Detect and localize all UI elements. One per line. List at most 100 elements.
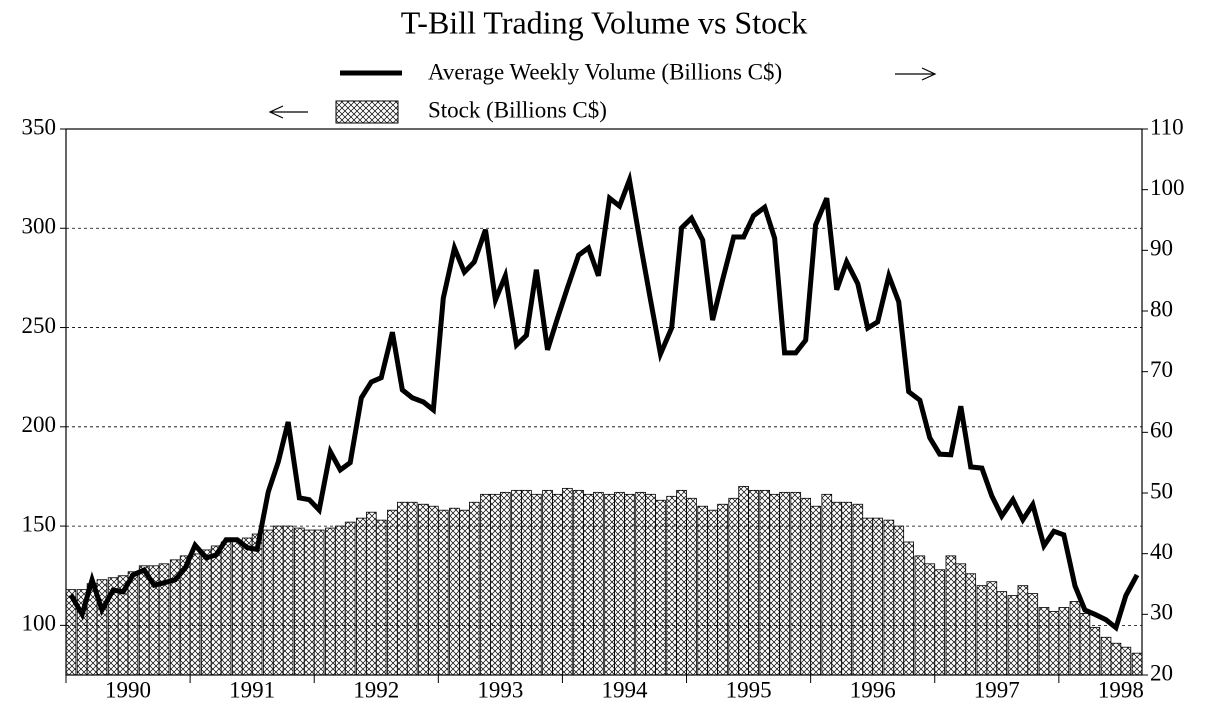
bar xyxy=(965,573,977,676)
bar xyxy=(614,491,625,676)
bar xyxy=(872,517,883,676)
chart-title: T-Bill Trading Volume vs Stock xyxy=(401,4,808,40)
legend: Average Weekly Volume (Billions C$) Stoc… xyxy=(268,59,937,124)
bar xyxy=(573,489,584,676)
bar xyxy=(583,493,594,676)
bar xyxy=(728,497,740,676)
x-tick-label: 1991 xyxy=(229,677,275,702)
line xyxy=(68,170,1140,632)
y-tick-label: 350 xyxy=(22,114,57,139)
right-arrow xyxy=(895,67,937,81)
bar xyxy=(666,495,677,676)
bar xyxy=(449,507,460,676)
bar xyxy=(387,509,398,676)
bar xyxy=(986,581,998,676)
y-tick-label: 300 xyxy=(22,214,57,239)
bar xyxy=(334,525,346,676)
bar xyxy=(262,529,274,676)
plot-frame xyxy=(65,128,1143,676)
bar xyxy=(862,517,874,676)
y2-tick-label: 50 xyxy=(1150,478,1173,503)
bar xyxy=(593,491,604,676)
bar xyxy=(1038,607,1050,676)
bar xyxy=(397,501,408,676)
bar xyxy=(303,529,315,676)
bar xyxy=(138,565,150,676)
bar xyxy=(468,501,480,676)
bar xyxy=(604,493,615,676)
y2-tick-label: 20 xyxy=(1150,660,1173,685)
bar xyxy=(562,487,573,676)
y2-tick-label: 90 xyxy=(1150,236,1173,261)
bar xyxy=(282,525,294,676)
bar xyxy=(1110,642,1122,676)
bar xyxy=(294,527,305,676)
bar xyxy=(883,519,895,676)
x-tick-label: 1994 xyxy=(601,677,648,702)
bar xyxy=(934,569,946,676)
bar xyxy=(406,501,418,676)
y2-tick-label: 100 xyxy=(1150,175,1185,200)
bar xyxy=(325,527,336,676)
bar xyxy=(356,517,367,676)
bar xyxy=(738,485,749,676)
bar xyxy=(189,553,201,676)
bar xyxy=(1048,611,1060,676)
bar xyxy=(127,571,139,676)
bar xyxy=(852,503,864,676)
bar xyxy=(1007,595,1019,676)
bar xyxy=(645,493,656,676)
legend-bar-swatch xyxy=(335,100,399,124)
y2-tick-label: 80 xyxy=(1150,296,1173,321)
bar xyxy=(924,563,936,676)
bar xyxy=(914,555,926,676)
bar xyxy=(459,509,470,676)
bar xyxy=(697,505,708,676)
bar xyxy=(1120,646,1132,676)
bar xyxy=(996,591,1008,676)
x-tick-label: 1996 xyxy=(850,677,896,702)
bar xyxy=(624,493,635,676)
bar xyxy=(945,555,957,676)
bar xyxy=(500,491,511,676)
y-tick-label: 200 xyxy=(22,412,57,437)
bar xyxy=(210,545,222,676)
y2-tick-label: 60 xyxy=(1150,418,1173,443)
y2-tick-label: 30 xyxy=(1150,600,1173,625)
plot xyxy=(65,170,1143,676)
bar xyxy=(251,533,263,676)
bar xyxy=(800,497,811,676)
bar xyxy=(686,497,697,676)
y-tick-label: 250 xyxy=(22,313,57,338)
bar xyxy=(769,493,780,676)
y2-tick-label: 70 xyxy=(1150,357,1173,382)
left-arrow xyxy=(268,105,308,119)
bar xyxy=(831,501,843,676)
x-tick-label: 1995 xyxy=(726,677,772,702)
bar xyxy=(220,541,232,676)
x-tick-label: 1990 xyxy=(105,677,151,702)
bar xyxy=(1079,613,1091,676)
bar xyxy=(717,503,728,676)
bar xyxy=(552,493,563,676)
bar xyxy=(955,563,967,676)
y2-tick-label: 40 xyxy=(1150,539,1173,564)
bar xyxy=(241,537,253,676)
bar xyxy=(542,489,553,676)
x-tick-label: 1993 xyxy=(477,677,523,702)
bar xyxy=(313,529,325,676)
legend-label: Average Weekly Volume (Billions C$) xyxy=(428,59,782,84)
bar xyxy=(779,491,790,676)
bar xyxy=(272,525,284,676)
bar xyxy=(437,509,449,676)
y2-tick-label: 110 xyxy=(1150,114,1184,139)
bar xyxy=(821,493,833,676)
bar xyxy=(375,519,387,676)
bar xyxy=(521,489,532,676)
bar xyxy=(344,521,356,676)
bar xyxy=(903,541,914,676)
y-tick-label: 100 xyxy=(22,611,57,636)
bar xyxy=(976,585,988,676)
bar xyxy=(1027,593,1039,676)
